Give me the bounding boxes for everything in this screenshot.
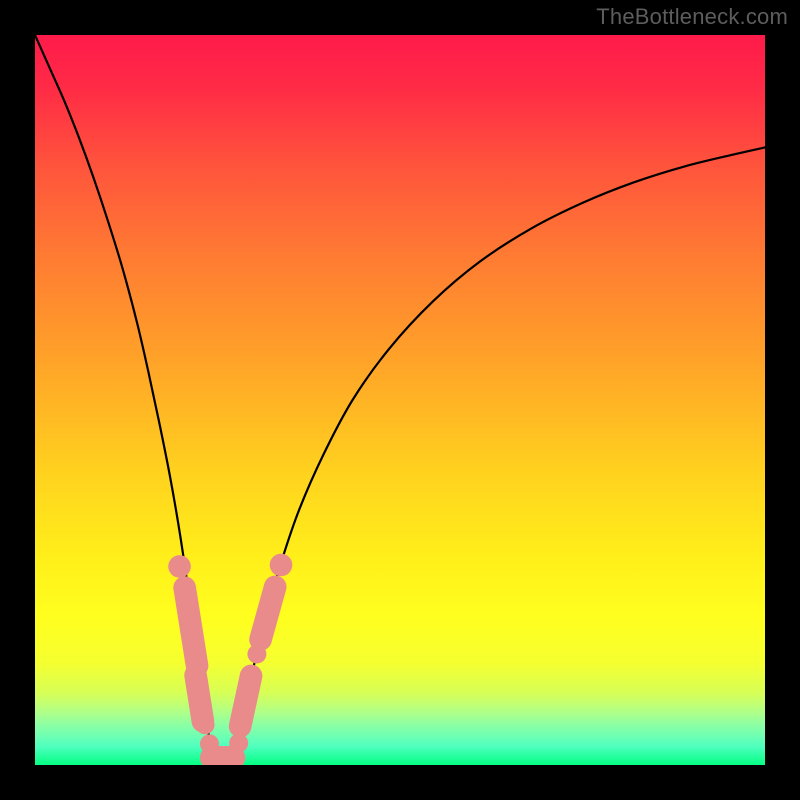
marker-capsule (185, 588, 197, 666)
marker-dot (196, 715, 215, 734)
chart-frame: TheBottleneck.com (0, 0, 800, 800)
marker-group (168, 554, 292, 758)
curve-right (234, 147, 765, 760)
marker-capsule (261, 587, 276, 640)
marker-capsule (240, 676, 251, 726)
plot-area (35, 35, 765, 765)
marker-capsule (196, 675, 203, 721)
marker-dot (168, 555, 191, 578)
watermark-text: TheBottleneck.com (596, 4, 788, 30)
curve-layer (35, 35, 765, 765)
marker-dot (270, 554, 293, 577)
